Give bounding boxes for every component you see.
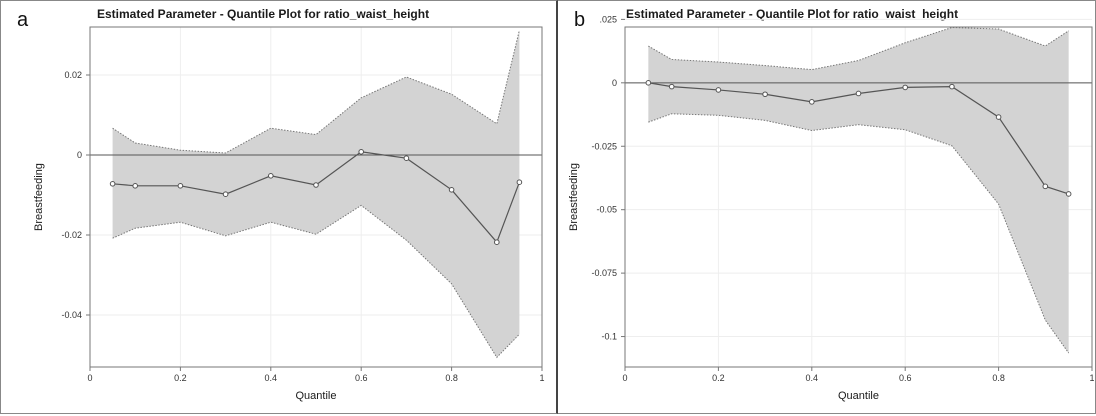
lower-bound-line — [648, 113, 1070, 354]
estimate-point — [268, 173, 274, 179]
y-tick-label: -0.075 — [591, 268, 617, 278]
chart-title: Estimated Parameter - Quantile Plot for … — [97, 7, 429, 21]
estimate-point — [668, 83, 675, 90]
estimate-point — [1042, 183, 1049, 190]
x-tick-label: 0.2 — [712, 373, 725, 383]
y-tick-label: -0.02 — [61, 230, 82, 240]
x-tick-label: 1 — [539, 373, 544, 383]
estimate-point — [177, 183, 184, 189]
estimate-point — [995, 114, 1002, 120]
estimate-point — [902, 84, 909, 91]
estimate-point — [403, 155, 410, 161]
estimate-point — [855, 90, 862, 97]
estimate-point — [358, 149, 365, 155]
panel-label: b — [574, 9, 586, 31]
quantile-chart-a: Estimated Parameter - Quantile Plot for … — [33, 7, 545, 402]
y-axis-label: Breastfeeding — [568, 163, 580, 231]
estimate-point — [516, 179, 523, 185]
estimate-point — [313, 182, 319, 188]
y-tick-label: -0.05 — [596, 205, 617, 215]
estimate-point — [762, 91, 768, 98]
estimate-point — [715, 87, 722, 93]
y-axis-label: Breastfeeding — [33, 163, 45, 231]
confidence-band — [648, 27, 1069, 354]
y-tick-label: -0.1 — [601, 332, 617, 342]
x-tick-label: 0 — [622, 373, 627, 383]
estimate-point — [448, 187, 455, 193]
upper-bound-line — [648, 27, 1069, 71]
y-tick-label: 0 — [77, 150, 82, 160]
quantile-chart-b: Estimated Parameter - Quantile Plot for … — [568, 7, 1094, 402]
estimate-point — [1065, 191, 1072, 197]
chart-title: Estimated Parameter - Quantile Plot for … — [626, 7, 958, 21]
x-tick-label: 1 — [1089, 373, 1094, 383]
chart-panel-a: a Estimated Parameter - Quantile Plot fo… — [0, 0, 558, 414]
x-tick-label: 0.2 — [174, 373, 187, 383]
estimate-point — [645, 80, 652, 86]
x-axis-label: Quantile — [296, 390, 337, 402]
x-axis-label: Quantile — [838, 390, 879, 402]
x-tick-label: 0.8 — [992, 373, 1005, 383]
y-tick-label: -0.04 — [61, 310, 82, 320]
y-tick-label: 0.02 — [64, 70, 82, 80]
estimate-point — [222, 191, 229, 197]
x-tick-label: 0.6 — [355, 373, 368, 383]
x-tick-label: 0.8 — [445, 373, 458, 383]
y-tick-label: 0 — [612, 78, 617, 88]
x-tick-label: 0.4 — [265, 373, 278, 383]
estimate-point — [109, 181, 116, 187]
y-tick-label: -0.025 — [591, 141, 617, 151]
upper-bound-line — [112, 30, 520, 154]
estimate-point — [132, 183, 138, 189]
chart-panel-b: b Estimated Parameter - Quantile Plot fo… — [558, 0, 1096, 414]
estimate-point — [949, 83, 955, 90]
confidence-band — [112, 30, 520, 358]
x-tick-label: 0 — [87, 373, 92, 383]
lower-bound-line — [112, 204, 520, 359]
x-tick-label: 0.6 — [899, 373, 912, 383]
estimate-point — [494, 239, 500, 245]
plot-frame — [624, 26, 1093, 368]
y-tick-label: .025 — [599, 14, 617, 24]
panel-label: a — [17, 9, 29, 31]
plot-frame — [89, 26, 543, 368]
estimate-point — [809, 99, 815, 105]
x-tick-label: 0.4 — [806, 373, 819, 383]
